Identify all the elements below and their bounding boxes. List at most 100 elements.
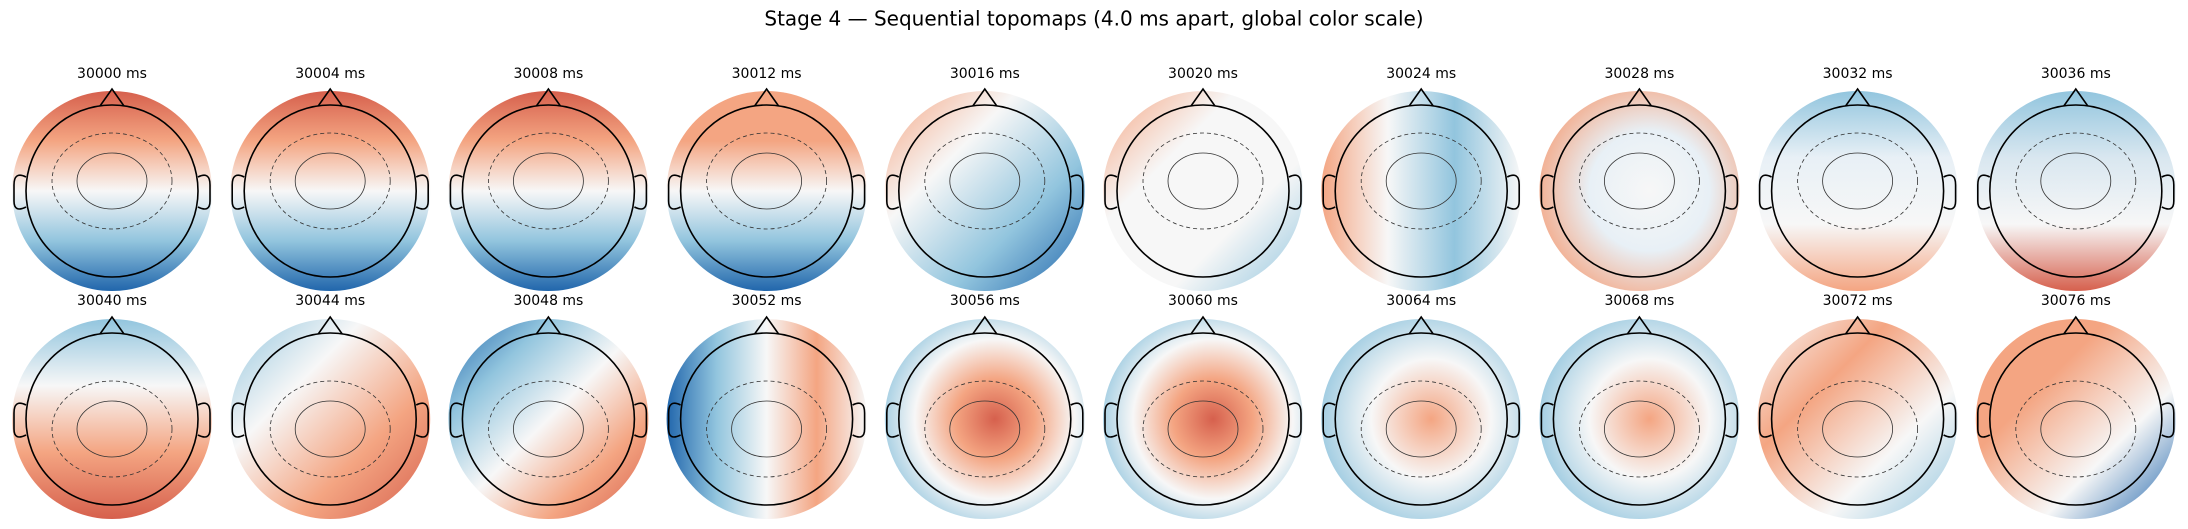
nose bbox=[99, 315, 125, 335]
contour-line bbox=[1385, 152, 1457, 210]
ear bbox=[667, 402, 681, 438]
panel-label: 30056 ms bbox=[950, 293, 1020, 309]
contour-line bbox=[513, 400, 584, 458]
ear bbox=[1506, 402, 1520, 438]
topomap-field bbox=[448, 319, 649, 519]
nose bbox=[1626, 87, 1653, 107]
ear bbox=[1725, 174, 1739, 210]
topomap bbox=[448, 315, 649, 519]
panel-label: 30012 ms bbox=[732, 66, 802, 82]
ear bbox=[634, 402, 648, 438]
head-outline bbox=[1334, 332, 1508, 506]
panel-label: 30068 ms bbox=[1604, 293, 1674, 309]
topomap-field bbox=[1103, 91, 1303, 291]
head-outline bbox=[679, 104, 854, 278]
contour-line bbox=[294, 152, 366, 210]
nose bbox=[1190, 315, 1216, 335]
topomap-field bbox=[666, 319, 867, 519]
head-outline bbox=[679, 332, 854, 506]
nose bbox=[1626, 315, 1653, 335]
ear bbox=[1540, 402, 1554, 438]
contour-line bbox=[924, 132, 1046, 230]
ear bbox=[1943, 402, 1957, 438]
panel-label: 30028 ms bbox=[1604, 66, 1674, 82]
topomap-field bbox=[230, 91, 431, 291]
nose bbox=[535, 87, 562, 107]
topomap-field bbox=[1321, 91, 1522, 291]
contour-line bbox=[51, 380, 173, 478]
topomap-field bbox=[1539, 319, 1740, 519]
head-outline bbox=[1116, 104, 1290, 278]
topomap-field bbox=[1539, 91, 1740, 291]
panel-label: 30016 ms bbox=[950, 66, 1020, 82]
topomap bbox=[1103, 315, 1303, 519]
topomap bbox=[12, 87, 212, 291]
nose bbox=[753, 87, 780, 107]
contour-line bbox=[76, 152, 148, 210]
ear bbox=[2161, 402, 2175, 438]
panel-label: 30032 ms bbox=[1823, 66, 1893, 82]
panel-label: 30076 ms bbox=[2041, 293, 2111, 309]
contour-line bbox=[1167, 400, 1239, 458]
topomap-field bbox=[884, 319, 1085, 519]
head-outline bbox=[461, 332, 636, 506]
ear bbox=[1977, 174, 1991, 210]
head-outline bbox=[25, 104, 199, 278]
panel-label: 30020 ms bbox=[1168, 66, 1238, 82]
ear bbox=[1943, 174, 1957, 210]
contour-line bbox=[1579, 132, 1700, 230]
panel-label: 30060 ms bbox=[1168, 293, 1238, 309]
contour-line bbox=[706, 132, 827, 230]
contour-line bbox=[731, 152, 802, 210]
nose bbox=[972, 87, 998, 107]
contour-line bbox=[1604, 400, 1675, 458]
figure-title: Stage 4 — Sequential topomaps (4.0 ms ap… bbox=[764, 7, 1423, 31]
contour-line bbox=[1579, 380, 1700, 478]
panel-label: 30044 ms bbox=[295, 293, 365, 309]
topomap-field bbox=[1975, 91, 2176, 291]
contour-line bbox=[488, 132, 609, 230]
contour-line bbox=[1360, 132, 1482, 230]
ear bbox=[449, 174, 463, 210]
contour-line bbox=[2015, 132, 2137, 230]
topomap-field bbox=[1321, 319, 1522, 519]
head-outline bbox=[1552, 332, 1727, 506]
topomap-field bbox=[1757, 91, 1958, 291]
head-outline bbox=[1552, 104, 1727, 278]
contour-line bbox=[2040, 400, 2112, 458]
head-outline bbox=[1770, 104, 1945, 278]
panel-label: 30024 ms bbox=[1386, 66, 1456, 82]
contour-line bbox=[1385, 400, 1457, 458]
head-outline bbox=[1116, 332, 1290, 506]
topomap bbox=[448, 87, 649, 291]
ear bbox=[634, 174, 648, 210]
contour-line bbox=[513, 152, 584, 210]
ear bbox=[231, 174, 245, 210]
panel-label: 30072 ms bbox=[1823, 293, 1893, 309]
topomap bbox=[1321, 87, 1522, 291]
ear bbox=[1288, 174, 1302, 210]
topomap bbox=[1975, 315, 2176, 519]
ear bbox=[886, 174, 900, 210]
topomap-field bbox=[448, 91, 649, 291]
contour-line bbox=[51, 132, 173, 230]
contour-line bbox=[1142, 132, 1264, 230]
topomap-field bbox=[666, 91, 867, 291]
head-outline bbox=[25, 332, 199, 506]
topomap bbox=[1103, 87, 1303, 291]
ear bbox=[1977, 402, 1991, 438]
topomap bbox=[884, 315, 1085, 519]
nose bbox=[1408, 315, 1434, 335]
topomap-field bbox=[12, 91, 212, 291]
ear bbox=[1540, 174, 1554, 210]
topomap bbox=[230, 87, 431, 291]
topomap bbox=[230, 315, 431, 519]
topomap bbox=[12, 315, 212, 519]
contour-line bbox=[706, 380, 827, 478]
nose bbox=[1844, 87, 1871, 107]
contour-line bbox=[2040, 152, 2112, 210]
contour-line bbox=[488, 380, 609, 478]
ear bbox=[1288, 402, 1302, 438]
panel-label: 30040 ms bbox=[77, 293, 147, 309]
topomap-field bbox=[1757, 319, 1958, 519]
